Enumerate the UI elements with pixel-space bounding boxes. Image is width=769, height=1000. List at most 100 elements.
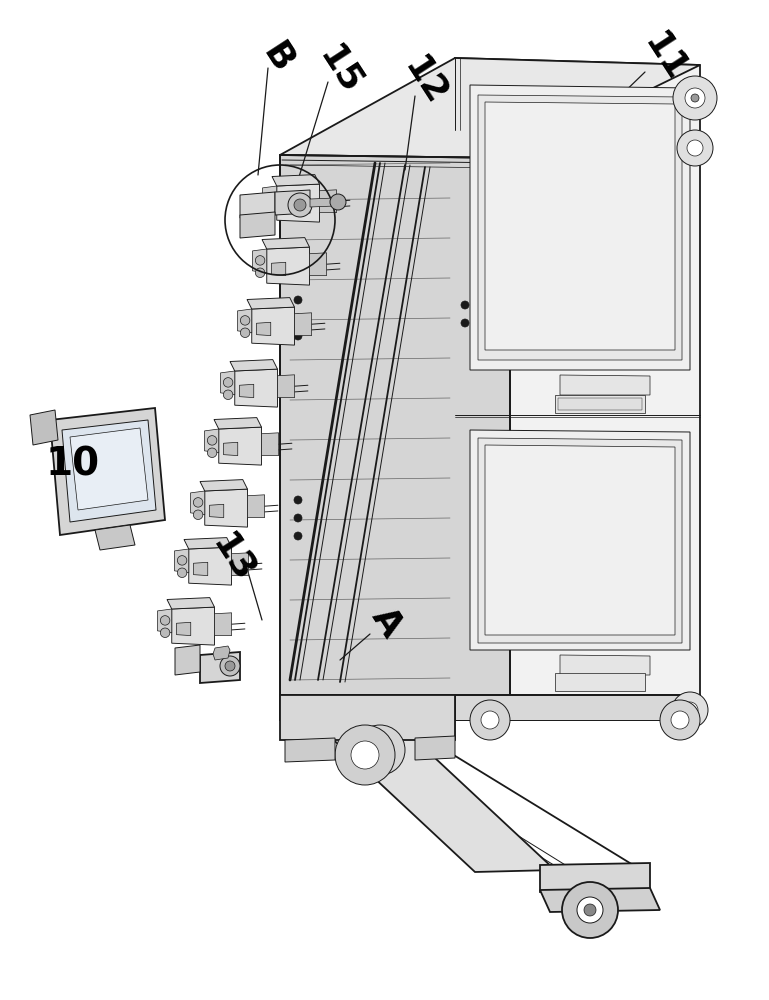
Polygon shape [175,645,200,675]
Polygon shape [247,298,295,309]
Bar [555,673,645,691]
Circle shape [481,711,499,729]
Polygon shape [257,322,271,336]
Circle shape [677,130,713,166]
Polygon shape [455,695,700,720]
Circle shape [577,897,603,923]
Circle shape [265,193,275,202]
Polygon shape [224,442,238,456]
Polygon shape [240,192,275,218]
Text: A: A [365,601,409,643]
Polygon shape [310,198,335,207]
Polygon shape [478,95,682,360]
Circle shape [294,532,302,540]
Circle shape [178,568,187,578]
Bar [555,395,645,413]
Polygon shape [560,655,650,675]
Polygon shape [285,738,335,762]
Circle shape [193,498,203,507]
Polygon shape [200,652,240,683]
Polygon shape [215,613,231,636]
Polygon shape [272,175,319,186]
Circle shape [685,88,705,108]
Polygon shape [281,199,296,213]
Polygon shape [309,253,327,276]
Circle shape [241,316,250,325]
Polygon shape [205,429,218,453]
Polygon shape [95,525,135,550]
Polygon shape [209,504,224,518]
Polygon shape [252,249,267,273]
Polygon shape [280,695,455,740]
Circle shape [225,661,235,671]
Circle shape [294,496,302,504]
Polygon shape [415,736,455,760]
Polygon shape [240,212,275,238]
Circle shape [294,296,302,304]
Polygon shape [191,491,205,515]
Polygon shape [262,186,277,210]
Polygon shape [177,622,191,636]
Polygon shape [200,480,248,491]
Circle shape [161,616,170,625]
Polygon shape [478,438,682,643]
Polygon shape [239,384,254,398]
Circle shape [584,904,596,916]
Circle shape [288,193,312,217]
Circle shape [335,725,395,785]
Text: 13: 13 [205,528,261,588]
Polygon shape [277,184,319,222]
Polygon shape [248,495,265,518]
Bar [558,398,642,410]
Polygon shape [171,607,215,645]
Polygon shape [235,369,278,407]
Polygon shape [310,716,555,872]
Polygon shape [275,190,310,215]
Polygon shape [540,863,650,892]
Circle shape [368,738,392,762]
Polygon shape [238,309,251,333]
Circle shape [562,882,618,938]
Polygon shape [319,190,337,213]
Polygon shape [188,547,231,585]
Circle shape [193,510,203,520]
Circle shape [208,436,217,445]
Polygon shape [194,562,208,576]
Polygon shape [430,716,455,742]
Circle shape [294,314,302,322]
Polygon shape [230,360,278,371]
Circle shape [691,94,699,102]
Polygon shape [213,646,230,660]
Polygon shape [205,489,248,527]
Polygon shape [267,247,309,285]
Circle shape [294,199,306,211]
Text: 12: 12 [397,52,453,112]
Circle shape [265,205,275,215]
Polygon shape [280,695,700,720]
Circle shape [671,711,689,729]
Polygon shape [485,445,675,635]
Circle shape [294,514,302,522]
Circle shape [351,741,379,769]
Circle shape [220,656,240,676]
Polygon shape [50,408,165,535]
Polygon shape [70,428,148,510]
Circle shape [687,140,703,156]
Circle shape [178,556,187,565]
Circle shape [672,692,708,728]
Polygon shape [540,888,660,912]
Circle shape [355,725,405,775]
Polygon shape [262,238,309,249]
Circle shape [223,390,233,399]
Polygon shape [167,598,215,609]
Polygon shape [455,58,700,695]
Polygon shape [470,85,690,370]
Circle shape [461,319,469,327]
Circle shape [330,194,346,210]
Polygon shape [261,433,278,456]
Circle shape [673,76,717,120]
Polygon shape [30,410,58,445]
Polygon shape [251,307,295,345]
Circle shape [461,301,469,309]
Polygon shape [62,420,156,522]
